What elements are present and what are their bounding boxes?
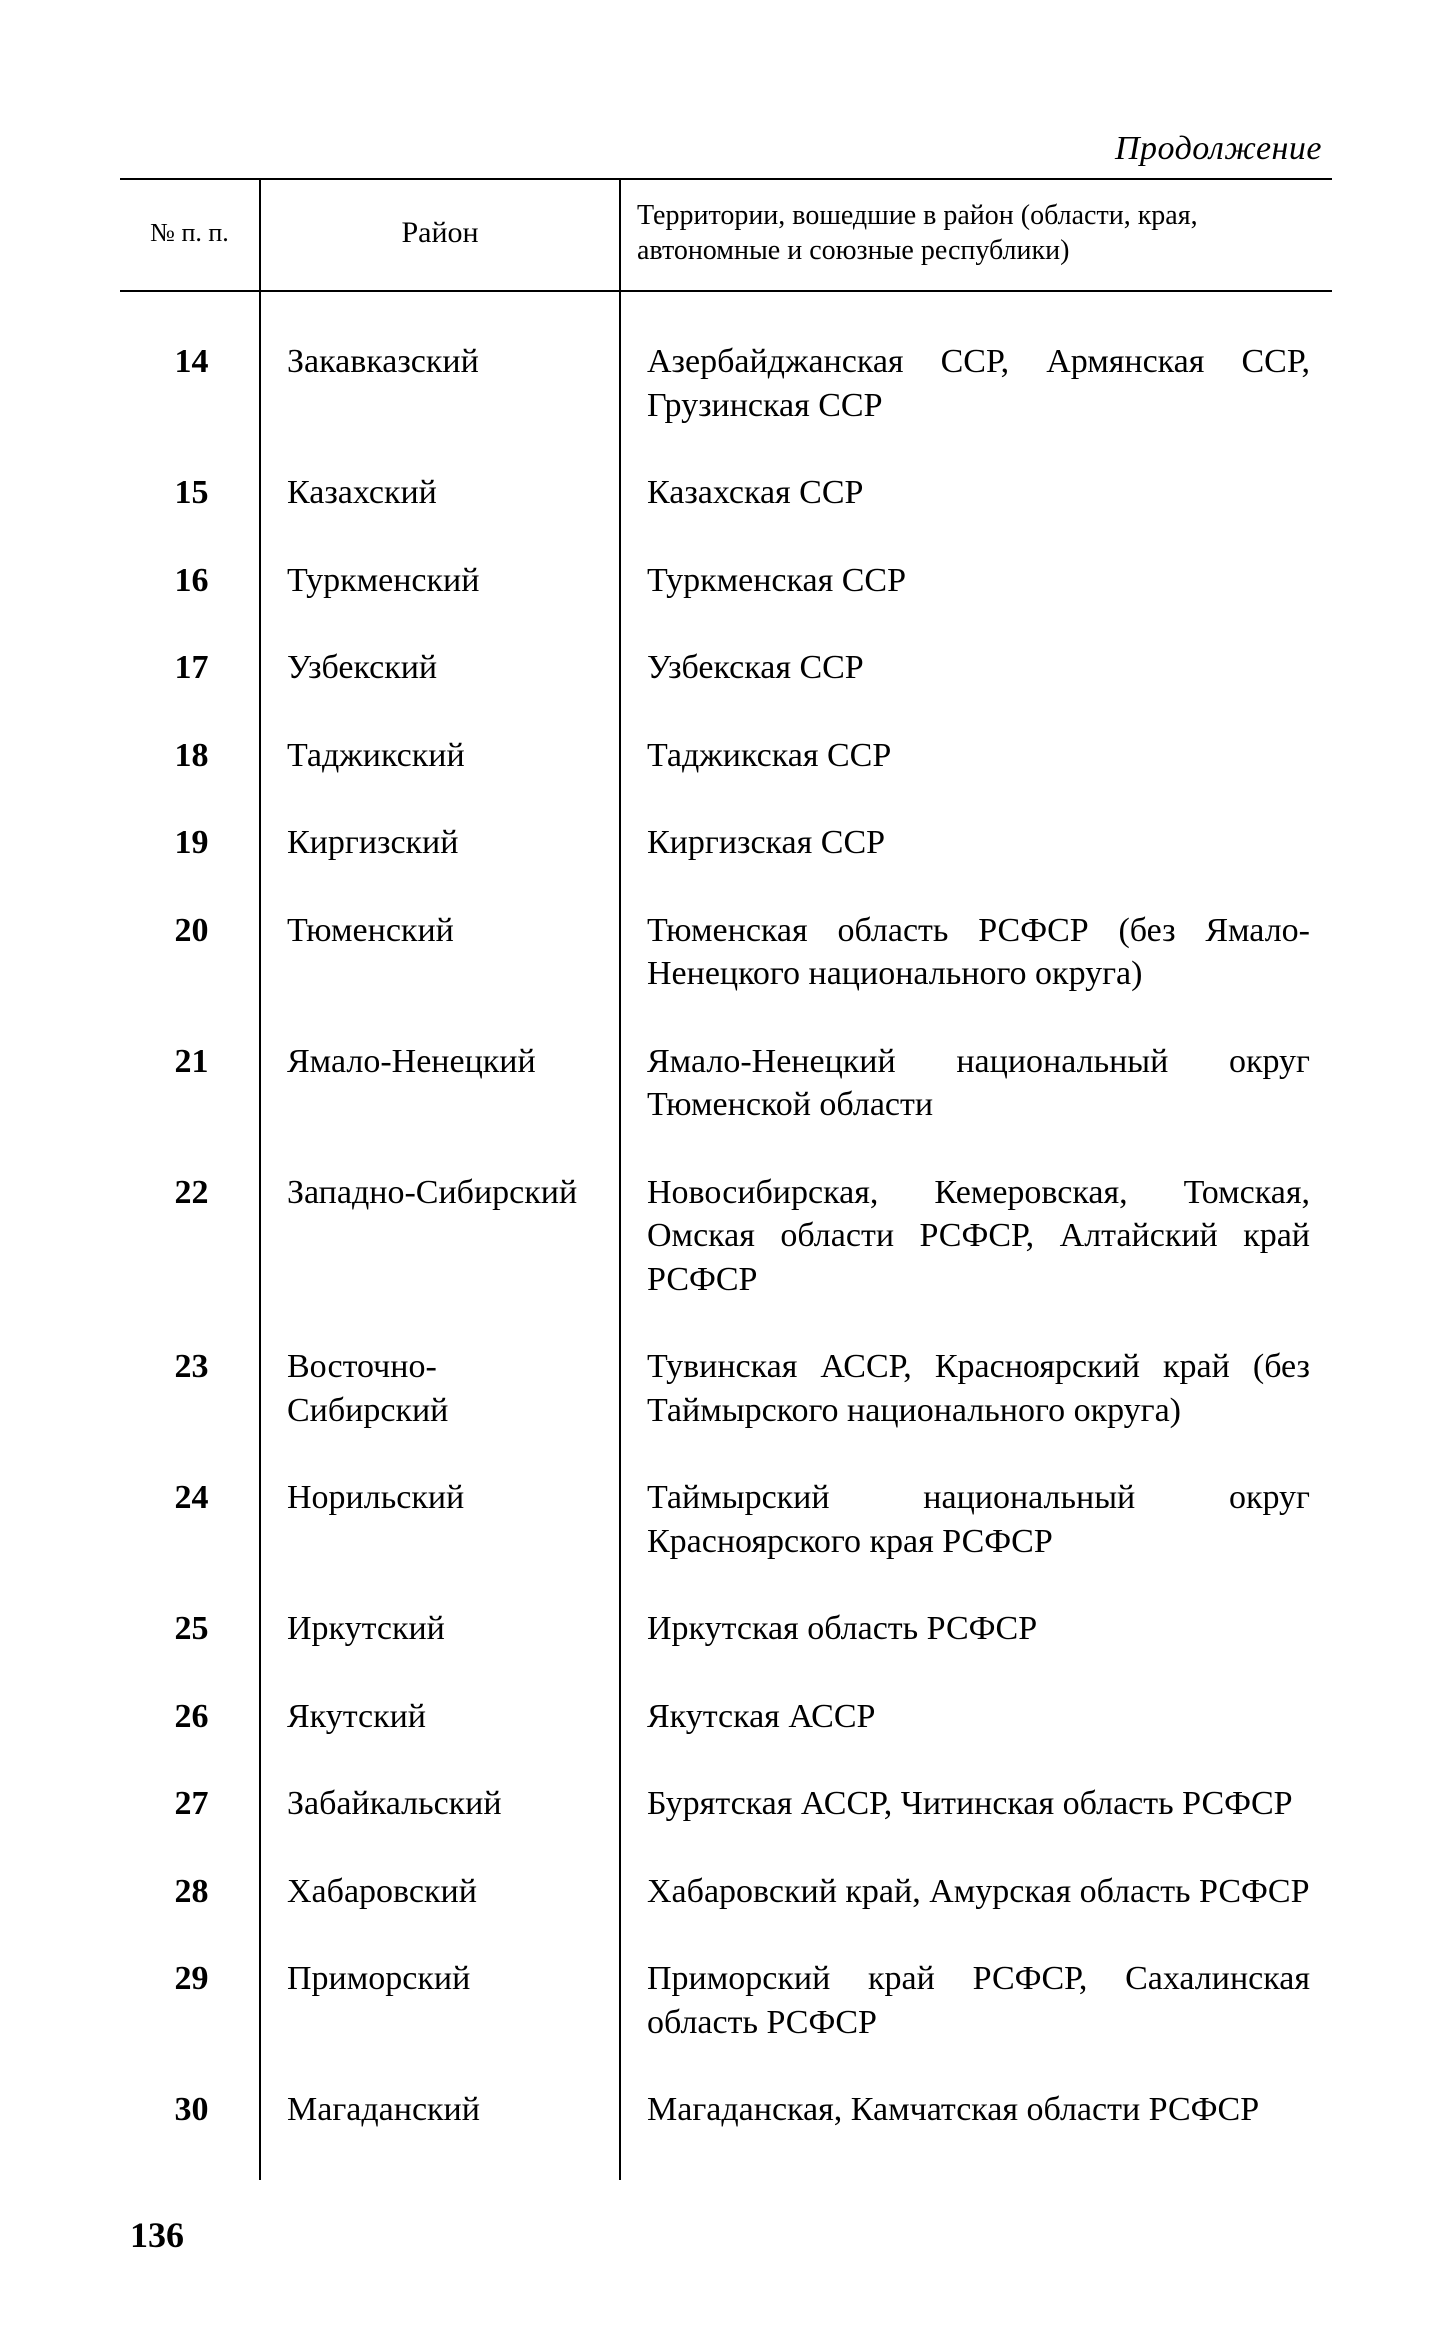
col-header-territories: Территории, вошедшие в район (области, к… [620, 179, 1332, 291]
cell-territories: Туркменская ССР [620, 537, 1332, 625]
cell-territories: Ямало-Ненецкий национальный округ Тюменс… [620, 1018, 1332, 1149]
cell-region: Хабаровский [260, 1848, 620, 1936]
table-row: 21Ямало-НенецкийЯмало-Ненецкий националь… [120, 1018, 1332, 1149]
table-row: 25ИркутскийИркутская область РСФСР [120, 1585, 1332, 1673]
cell-number: 20 [120, 887, 260, 1018]
cell-region: Иркутский [260, 1585, 620, 1673]
table-row: 24НорильскийТаймырский национальный окру… [120, 1454, 1332, 1585]
table-row: 30МагаданскийМагаданская, Камчатская обл… [120, 2066, 1332, 2180]
cell-region: Закавказский [260, 291, 620, 449]
cell-territories: Хабаровский край, Амурская область РСФСР [620, 1848, 1332, 1936]
cell-region: Восточно-Сибирский [260, 1323, 620, 1454]
table-row: 22Западно-СибирскийНовосибирская, Кемеро… [120, 1149, 1332, 1324]
cell-number: 22 [120, 1149, 260, 1324]
cell-region: Западно-Сибирский [260, 1149, 620, 1324]
table-row: 27ЗабайкальскийБурятская АССР, Читинская… [120, 1760, 1332, 1848]
table-row: 18ТаджикскийТаджикская ССР [120, 712, 1332, 800]
cell-territories: Таджикская ССР [620, 712, 1332, 800]
table-continuation-label: Продолжение [120, 130, 1322, 168]
cell-region: Таджикский [260, 712, 620, 800]
col-header-region: Район [260, 179, 620, 291]
cell-number: 15 [120, 449, 260, 537]
cell-region: Магаданский [260, 2066, 620, 2180]
cell-territories: Азербайджанская ССР, Армянская ССР, Груз… [620, 291, 1332, 449]
cell-number: 24 [120, 1454, 260, 1585]
cell-number: 28 [120, 1848, 260, 1936]
cell-region: Якутский [260, 1673, 620, 1761]
cell-number: 29 [120, 1935, 260, 2066]
page: Продолжение № п. п. Район Территории, во… [0, 0, 1452, 2351]
cell-number: 19 [120, 799, 260, 887]
cell-region: Норильский [260, 1454, 620, 1585]
cell-territories: Казахская ССР [620, 449, 1332, 537]
cell-region: Узбекский [260, 624, 620, 712]
regions-table: № п. п. Район Территории, вошедшие в рай… [120, 178, 1332, 2180]
table-row: 29ПриморскийПриморский край РСФСР, Сахал… [120, 1935, 1332, 2066]
cell-region: Тюменский [260, 887, 620, 1018]
cell-region: Забайкальский [260, 1760, 620, 1848]
table-header: № п. п. Район Территории, вошедшие в рай… [120, 179, 1332, 291]
cell-number: 21 [120, 1018, 260, 1149]
cell-number: 16 [120, 537, 260, 625]
table-row: 28ХабаровскийХабаровский край, Амурская … [120, 1848, 1332, 1936]
cell-region: Приморский [260, 1935, 620, 2066]
table-row: 14ЗакавказскийАзербайджанская ССР, Армян… [120, 291, 1332, 449]
page-number: 136 [130, 2214, 184, 2256]
cell-territories: Новосибирская, Кемеровская, Томская, Омс… [620, 1149, 1332, 1324]
cell-territories: Магаданская, Камчатская области РСФСР [620, 2066, 1332, 2180]
table-body: 14ЗакавказскийАзербайджанская ССР, Армян… [120, 291, 1332, 2180]
cell-territories: Тувинская АССР, Красноярский край (без Т… [620, 1323, 1332, 1454]
table-row: 23Восточно-СибирскийТувинская АССР, Крас… [120, 1323, 1332, 1454]
cell-number: 17 [120, 624, 260, 712]
cell-territories: Таймырский национальный округ Красноярск… [620, 1454, 1332, 1585]
cell-number: 18 [120, 712, 260, 800]
table-row: 26ЯкутскийЯкутская АССР [120, 1673, 1332, 1761]
cell-region: Туркменский [260, 537, 620, 625]
table-row: 17УзбекскийУзбекская ССР [120, 624, 1332, 712]
table-row: 19КиргизскийКиргизская ССР [120, 799, 1332, 887]
cell-territories: Тюменская область РСФСР (без Ямало-Ненец… [620, 887, 1332, 1018]
cell-territories: Киргизская ССР [620, 799, 1332, 887]
cell-number: 25 [120, 1585, 260, 1673]
cell-number: 27 [120, 1760, 260, 1848]
cell-number: 30 [120, 2066, 260, 2180]
cell-number: 14 [120, 291, 260, 449]
cell-territories: Узбекская ССР [620, 624, 1332, 712]
col-header-number: № п. п. [120, 179, 260, 291]
cell-territories: Бурятская АССР, Читинская область РСФСР [620, 1760, 1332, 1848]
cell-region: Казахский [260, 449, 620, 537]
cell-territories: Иркутская область РСФСР [620, 1585, 1332, 1673]
table-row: 20ТюменскийТюменская область РСФСР (без … [120, 887, 1332, 1018]
table-row: 15КазахскийКазахская ССР [120, 449, 1332, 537]
cell-number: 23 [120, 1323, 260, 1454]
cell-number: 26 [120, 1673, 260, 1761]
table-row: 16ТуркменскийТуркменская ССР [120, 537, 1332, 625]
cell-region: Ямало-Ненецкий [260, 1018, 620, 1149]
cell-territories: Якутская АССР [620, 1673, 1332, 1761]
cell-territories: Приморский край РСФСР, Сахалинская облас… [620, 1935, 1332, 2066]
cell-region: Киргизский [260, 799, 620, 887]
